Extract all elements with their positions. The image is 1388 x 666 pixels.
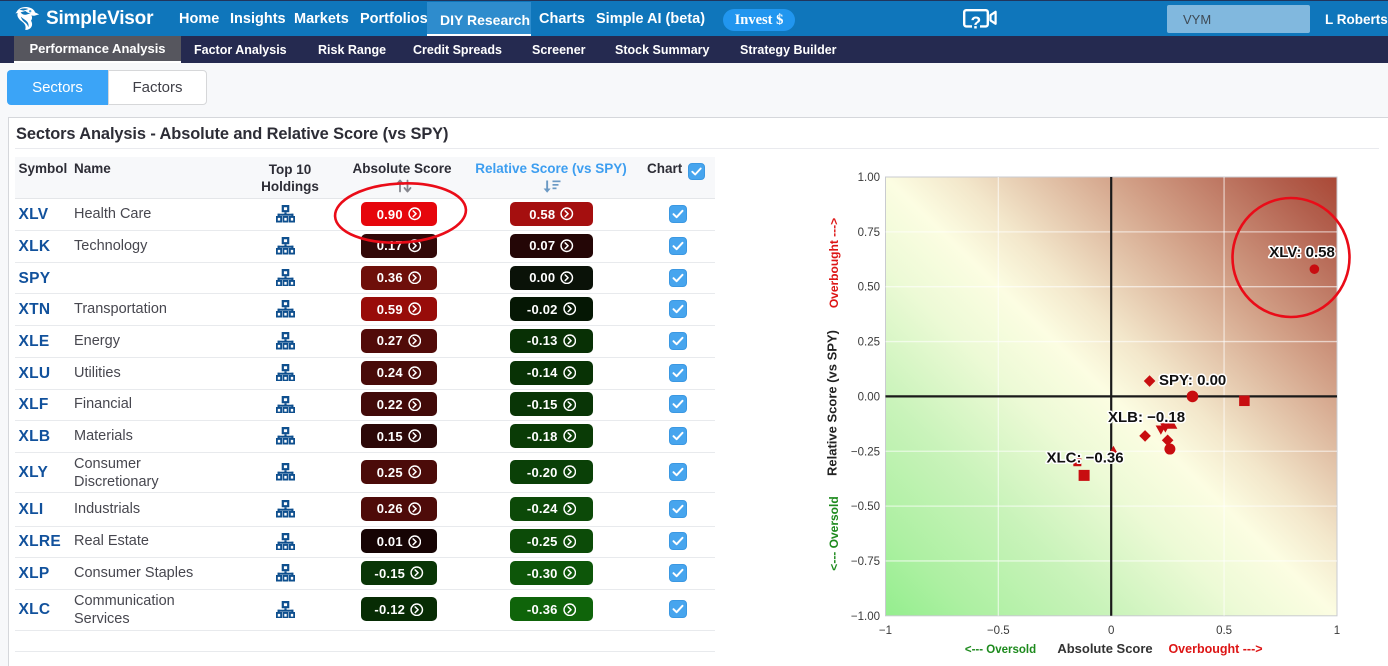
svg-text:−0.75: −0.75 (851, 556, 880, 568)
svg-text:Overbought --->: Overbought ---> (1168, 642, 1262, 656)
svg-text:Overbought --->: Overbought ---> (827, 218, 841, 308)
svg-text:XLC: −0.36: XLC: −0.36 (1046, 450, 1123, 467)
svg-text:XLV: 0.58: XLV: 0.58 (1269, 244, 1335, 261)
svg-text:−1: −1 (879, 625, 892, 637)
svg-text:Absolute Score: Absolute Score (1057, 641, 1152, 656)
svg-text:SPY: 0.00: SPY: 0.00 (1159, 372, 1226, 389)
svg-text:−0.5: −0.5 (987, 625, 1010, 637)
svg-text:XLB: −0.18: XLB: −0.18 (1108, 409, 1185, 426)
svg-text:1: 1 (1334, 625, 1340, 637)
svg-text:0.00: 0.00 (858, 391, 880, 403)
svg-text:0: 0 (1108, 625, 1114, 637)
svg-text:−0.50: −0.50 (851, 501, 880, 513)
svg-text:?: ? (970, 13, 981, 33)
svg-text:0.5: 0.5 (1216, 625, 1232, 637)
svg-text:Relative Score (vs SPY): Relative Score (vs SPY) (825, 330, 840, 476)
svg-text:<--- Oversold: <--- Oversold (965, 644, 1036, 656)
svg-text:0.50: 0.50 (858, 282, 880, 294)
svg-text:−0.25: −0.25 (851, 446, 880, 458)
svg-text:1.00: 1.00 (858, 172, 880, 184)
svg-text:<--- Oversold: <--- Oversold (827, 496, 841, 570)
svg-text:−1.00: −1.00 (851, 611, 880, 623)
svg-text:0.75: 0.75 (858, 227, 880, 239)
svg-text:0.25: 0.25 (858, 337, 880, 349)
